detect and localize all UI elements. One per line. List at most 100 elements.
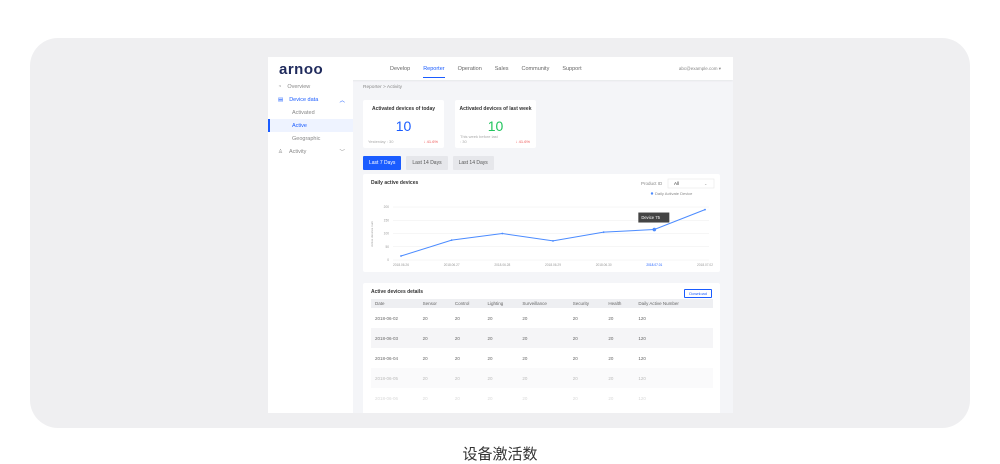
last-7-days-button[interactable]: Last 7 Days	[363, 156, 402, 170]
table-cell: 20	[608, 315, 614, 321]
table-cell: 20	[608, 395, 614, 401]
sidebar-item-device-data[interactable]: ▤ Device data ︿	[268, 93, 353, 106]
column-header: Date	[371, 299, 419, 308]
sidebar-item-geographic[interactable]: Geographic	[268, 132, 353, 145]
main-nav: Develop Reporter Operation Sales Community Su…	[390, 66, 582, 78]
nav-sales[interactable]: Sales	[494, 66, 509, 72]
user-icon: ♙	[278, 148, 283, 155]
sidebar-item-activated[interactable]: Activated	[268, 106, 353, 119]
data-point[interactable]	[450, 239, 453, 242]
x-tick-label: 2018.06.26	[393, 263, 409, 267]
column-header: Control	[450, 299, 484, 308]
column-header: Surveillance	[518, 299, 569, 308]
nav-operation[interactable]: Operation	[457, 66, 482, 72]
chevron-down-icon: ﹀	[339, 149, 345, 156]
download-button[interactable]: Download	[684, 289, 712, 298]
table-cell: 20	[568, 368, 605, 388]
data-point[interactable]	[501, 232, 504, 235]
table-cell: 20	[518, 368, 569, 388]
table-cell: 120	[638, 395, 646, 401]
kpi-card-today: Activated devices of today 10 Yesterday …	[363, 100, 444, 148]
table-row[interactable]: 2018-06-06 20 20 20 20 20 20 120	[371, 388, 713, 408]
range-buttons: Last 7 Days Last 14 Days Last 14 Days	[363, 156, 494, 170]
table-cell: 20	[572, 315, 578, 321]
table-cell: 20	[604, 328, 635, 348]
chevron-down-icon: ⌄	[704, 181, 707, 186]
chart-panel: Daily active devices Product ID All ⌄ Daily…	[363, 174, 720, 272]
tooltip-text: Device 75	[641, 215, 660, 220]
table-cell: 2018-06-02	[375, 315, 399, 321]
kpi-value: 10	[395, 118, 412, 134]
data-point[interactable]	[552, 240, 554, 242]
y-axis-label: Active devices num	[370, 221, 374, 247]
sidebar-item-label: Geographic	[292, 135, 321, 142]
table-row[interactable]: 2018-06-04 20 20 20 20 20 20 120	[371, 348, 713, 368]
table-cell: 20	[522, 395, 528, 401]
sidebar-item-label: Activity	[288, 148, 307, 155]
y-tick-label: 200	[384, 205, 390, 209]
logo: arnoo	[279, 61, 324, 78]
table-cell: 120	[638, 315, 646, 321]
user-menu[interactable]: abc@example.com ▾	[678, 66, 721, 71]
table-row[interactable]: 2018-06-03 20 20 20 20 20 20 120	[371, 328, 713, 348]
nav-support[interactable]: Support	[562, 66, 582, 72]
line-chart: Product ID All ⌄ Daily Activate Device Activ…	[370, 178, 715, 267]
x-tick-label: 2018.06.28	[494, 263, 510, 267]
table-cell: 20	[487, 355, 493, 361]
table-cell: 20	[522, 315, 528, 321]
table-row[interactable]: 2018-06-02 20 20 20 20 20 20 120	[371, 308, 713, 328]
table-cell: 20	[454, 315, 460, 321]
column-header: Daily Active Number	[634, 299, 713, 308]
x-tick-label: 2018.07.01	[646, 263, 662, 267]
main-content: Reporter > Activity Activated devices of…	[363, 80, 720, 413]
table-cell: 20	[418, 328, 451, 348]
legend-label[interactable]: Daily Activate Device	[655, 191, 693, 196]
table-cell: 20	[572, 355, 578, 361]
kpi-compare: Yesterday : 30	[368, 139, 394, 144]
sidebar-item-activity[interactable]: ♙ Activity ﹀	[268, 145, 353, 158]
table-cell: 20	[568, 328, 605, 348]
data-point[interactable]	[400, 255, 402, 257]
pie-chart-icon: ◔	[278, 83, 282, 90]
data-point[interactable]	[652, 227, 657, 232]
kpi-card-week: Activated devices of last week 10 This w…	[455, 100, 536, 148]
table-cell: 20	[418, 368, 451, 388]
column-header: Lighting	[483, 299, 519, 308]
details-panel: Active devices details Download Date Sens…	[363, 283, 720, 413]
breadcrumb: Reporter > Activity	[363, 85, 403, 90]
sidebar-item-label: Device data	[289, 96, 319, 103]
table-cell: 20	[487, 315, 493, 321]
table-cell: 20	[518, 328, 569, 348]
last-14-days-button-2[interactable]: Last 14 Days	[452, 156, 494, 170]
product-id-select[interactable]	[667, 178, 715, 189]
product-id-value: All	[674, 181, 679, 186]
table-cell: 20	[522, 355, 528, 361]
table-row[interactable]: 2018-06-05 20 20 20 20 20 20 120	[371, 368, 713, 388]
nav-develop[interactable]: Develop	[390, 66, 411, 72]
nav-community[interactable]: Community	[521, 66, 550, 72]
sidebar-item-label: Active	[292, 122, 307, 129]
data-point[interactable]	[704, 208, 706, 211]
kpi-compare: This week before last : 30	[460, 134, 498, 144]
product-id-label: Product ID	[641, 181, 663, 186]
table-cell: 20	[422, 395, 428, 401]
y-tick-label: 0	[387, 258, 389, 262]
chart-title: Daily active devices	[371, 180, 419, 186]
table-cell: 20	[450, 368, 484, 388]
last-14-days-button[interactable]: Last 14 Days	[406, 156, 448, 170]
table-cell: 20	[604, 368, 635, 388]
data-point[interactable]	[602, 231, 605, 234]
table-cell: 20	[422, 315, 428, 321]
sidebar-item-label: Activated	[292, 109, 315, 116]
table-cell: 20	[483, 328, 519, 348]
sidebar-item-label: Overview	[287, 83, 311, 90]
nav-reporter[interactable]: Reporter	[423, 66, 445, 78]
sidebar-item-active[interactable]: Active	[268, 119, 353, 132]
table-cell: 120	[638, 355, 646, 361]
y-tick-label: 50	[385, 245, 389, 249]
table-cell: 2018-06-05	[371, 368, 419, 388]
table-cell: 20	[454, 355, 460, 361]
sidebar-item-overview[interactable]: ◔ Overview	[268, 80, 353, 93]
sidebar: ◔ Overview ▤ Device data ︿ Activated Active Geo…	[268, 80, 353, 413]
legend-marker	[650, 192, 654, 195]
